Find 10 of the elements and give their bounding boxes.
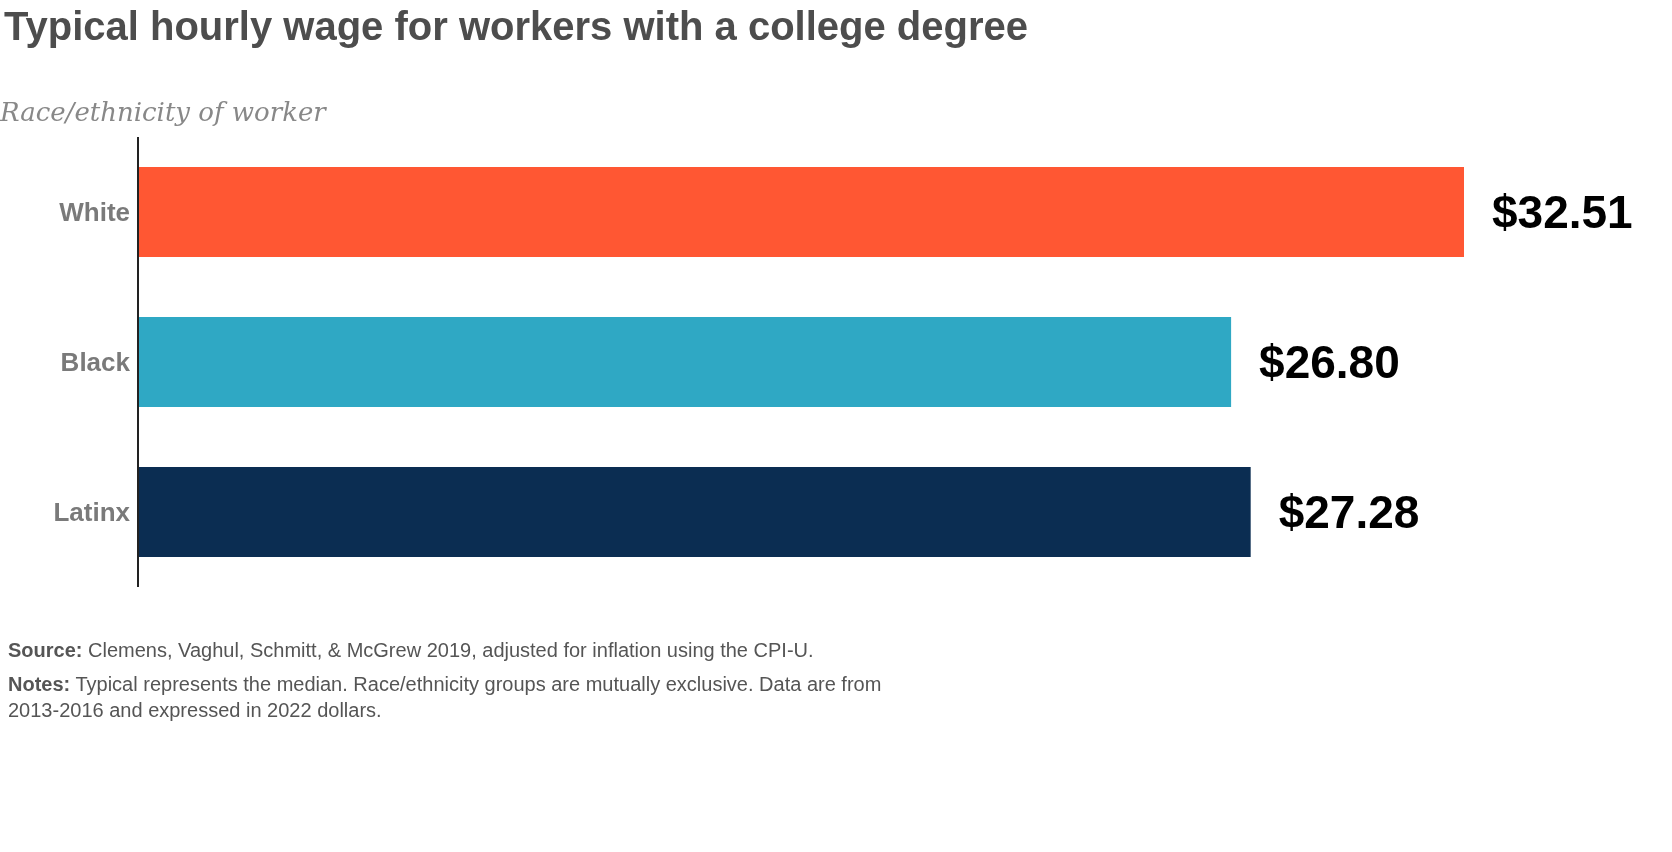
text: Notes: Typical represents the median. Race/ethnicity groups are mutually exclusive. Data are from 2013-2016 and expressed in 2022 dollars.	[8, 672, 883, 723]
data-label: $27.28	[1278, 486, 1420, 539]
y-tick-label: White	[59, 197, 130, 228]
data-label: $32.51	[1492, 186, 1633, 239]
source-note: Source: Clemens, Vaghul, Schmitt, & McGrew 2019, adjusted for inflation using the CPI-U.	[8, 638, 815, 663]
chart-title: Typical hourly wage for workers with a college degree	[4, 4, 1029, 49]
y-tick-label: Latinx	[53, 497, 131, 528]
data-label: $26.80	[1259, 336, 1400, 389]
y-tick-label: Black	[60, 347, 131, 378]
y-axis-title: Race/ethnicity of worker	[0, 97, 328, 127]
